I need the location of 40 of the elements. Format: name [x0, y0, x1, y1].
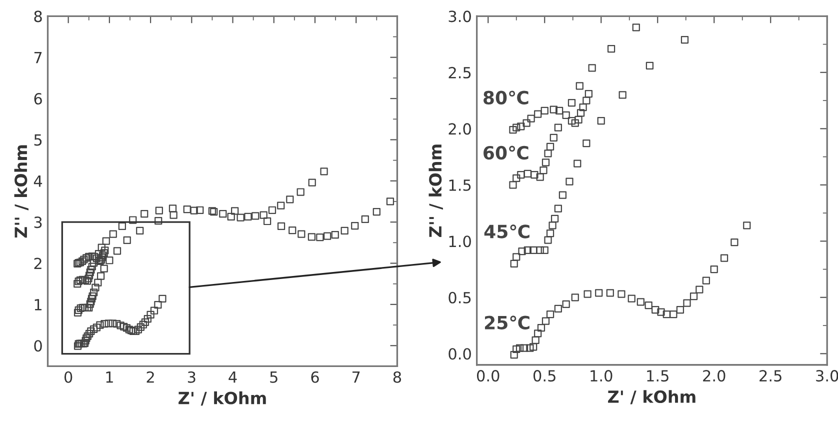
- x-tick-label: 1.5: [647, 370, 668, 382]
- y-tick-label: 3: [34, 216, 42, 228]
- y-tick-label: 0: [34, 340, 42, 352]
- y-tick-label: 5: [34, 134, 42, 146]
- x-tick-label: 7: [352, 372, 360, 383]
- x-tick-label: 4: [228, 372, 237, 383]
- y-tick-label: 6: [34, 92, 42, 105]
- x-tick-label: 2.5: [760, 370, 782, 382]
- text: 2.0: [703, 370, 726, 382]
- series-label: 25℃: [484, 316, 530, 330]
- x-tick-label: 0: [64, 371, 72, 383]
- y-tick-label: 4: [34, 176, 42, 187]
- x-tick-label: 6: [311, 371, 319, 383]
- text: 3.0: [448, 10, 471, 22]
- x-axis-title: Z' / kOhm: [608, 390, 696, 404]
- x-tick-label: 0.5: [533, 370, 556, 382]
- x-axis-title: Z' / kOhm: [178, 391, 266, 406]
- series-label: 60℃: [484, 146, 528, 160]
- y-tick-label: 2: [34, 258, 42, 270]
- x-tick-label: 1: [106, 372, 113, 383]
- x-tick-label: 5: [270, 372, 278, 383]
- x-tick-label: 8: [393, 371, 402, 383]
- y-tick-label: 0.5: [448, 292, 471, 304]
- text: 1.0: [449, 236, 471, 248]
- text: 0.0: [476, 370, 500, 382]
- series-label: 80℃: [484, 90, 528, 104]
- y-tick-label: 8: [34, 10, 42, 22]
- series-label: 45℃: [484, 224, 530, 238]
- y-tick-label: 2.5: [448, 66, 471, 78]
- y-axis-title: Z'' / kOhm: [14, 145, 28, 238]
- text: 2.0: [448, 123, 471, 135]
- y-tick-label: 1: [34, 299, 42, 310]
- x-tick-label: 3: [188, 371, 196, 383]
- text: 0.0: [448, 348, 471, 360]
- x-tick-label: 2: [146, 371, 154, 383]
- y-tick-label: 7: [34, 52, 42, 64]
- y-axis-title: Z'' / kOhm: [428, 144, 443, 238]
- y-tick-label: 1.5: [449, 180, 471, 191]
- text: 3.0: [816, 370, 838, 382]
- text: 1.0: [590, 370, 612, 382]
